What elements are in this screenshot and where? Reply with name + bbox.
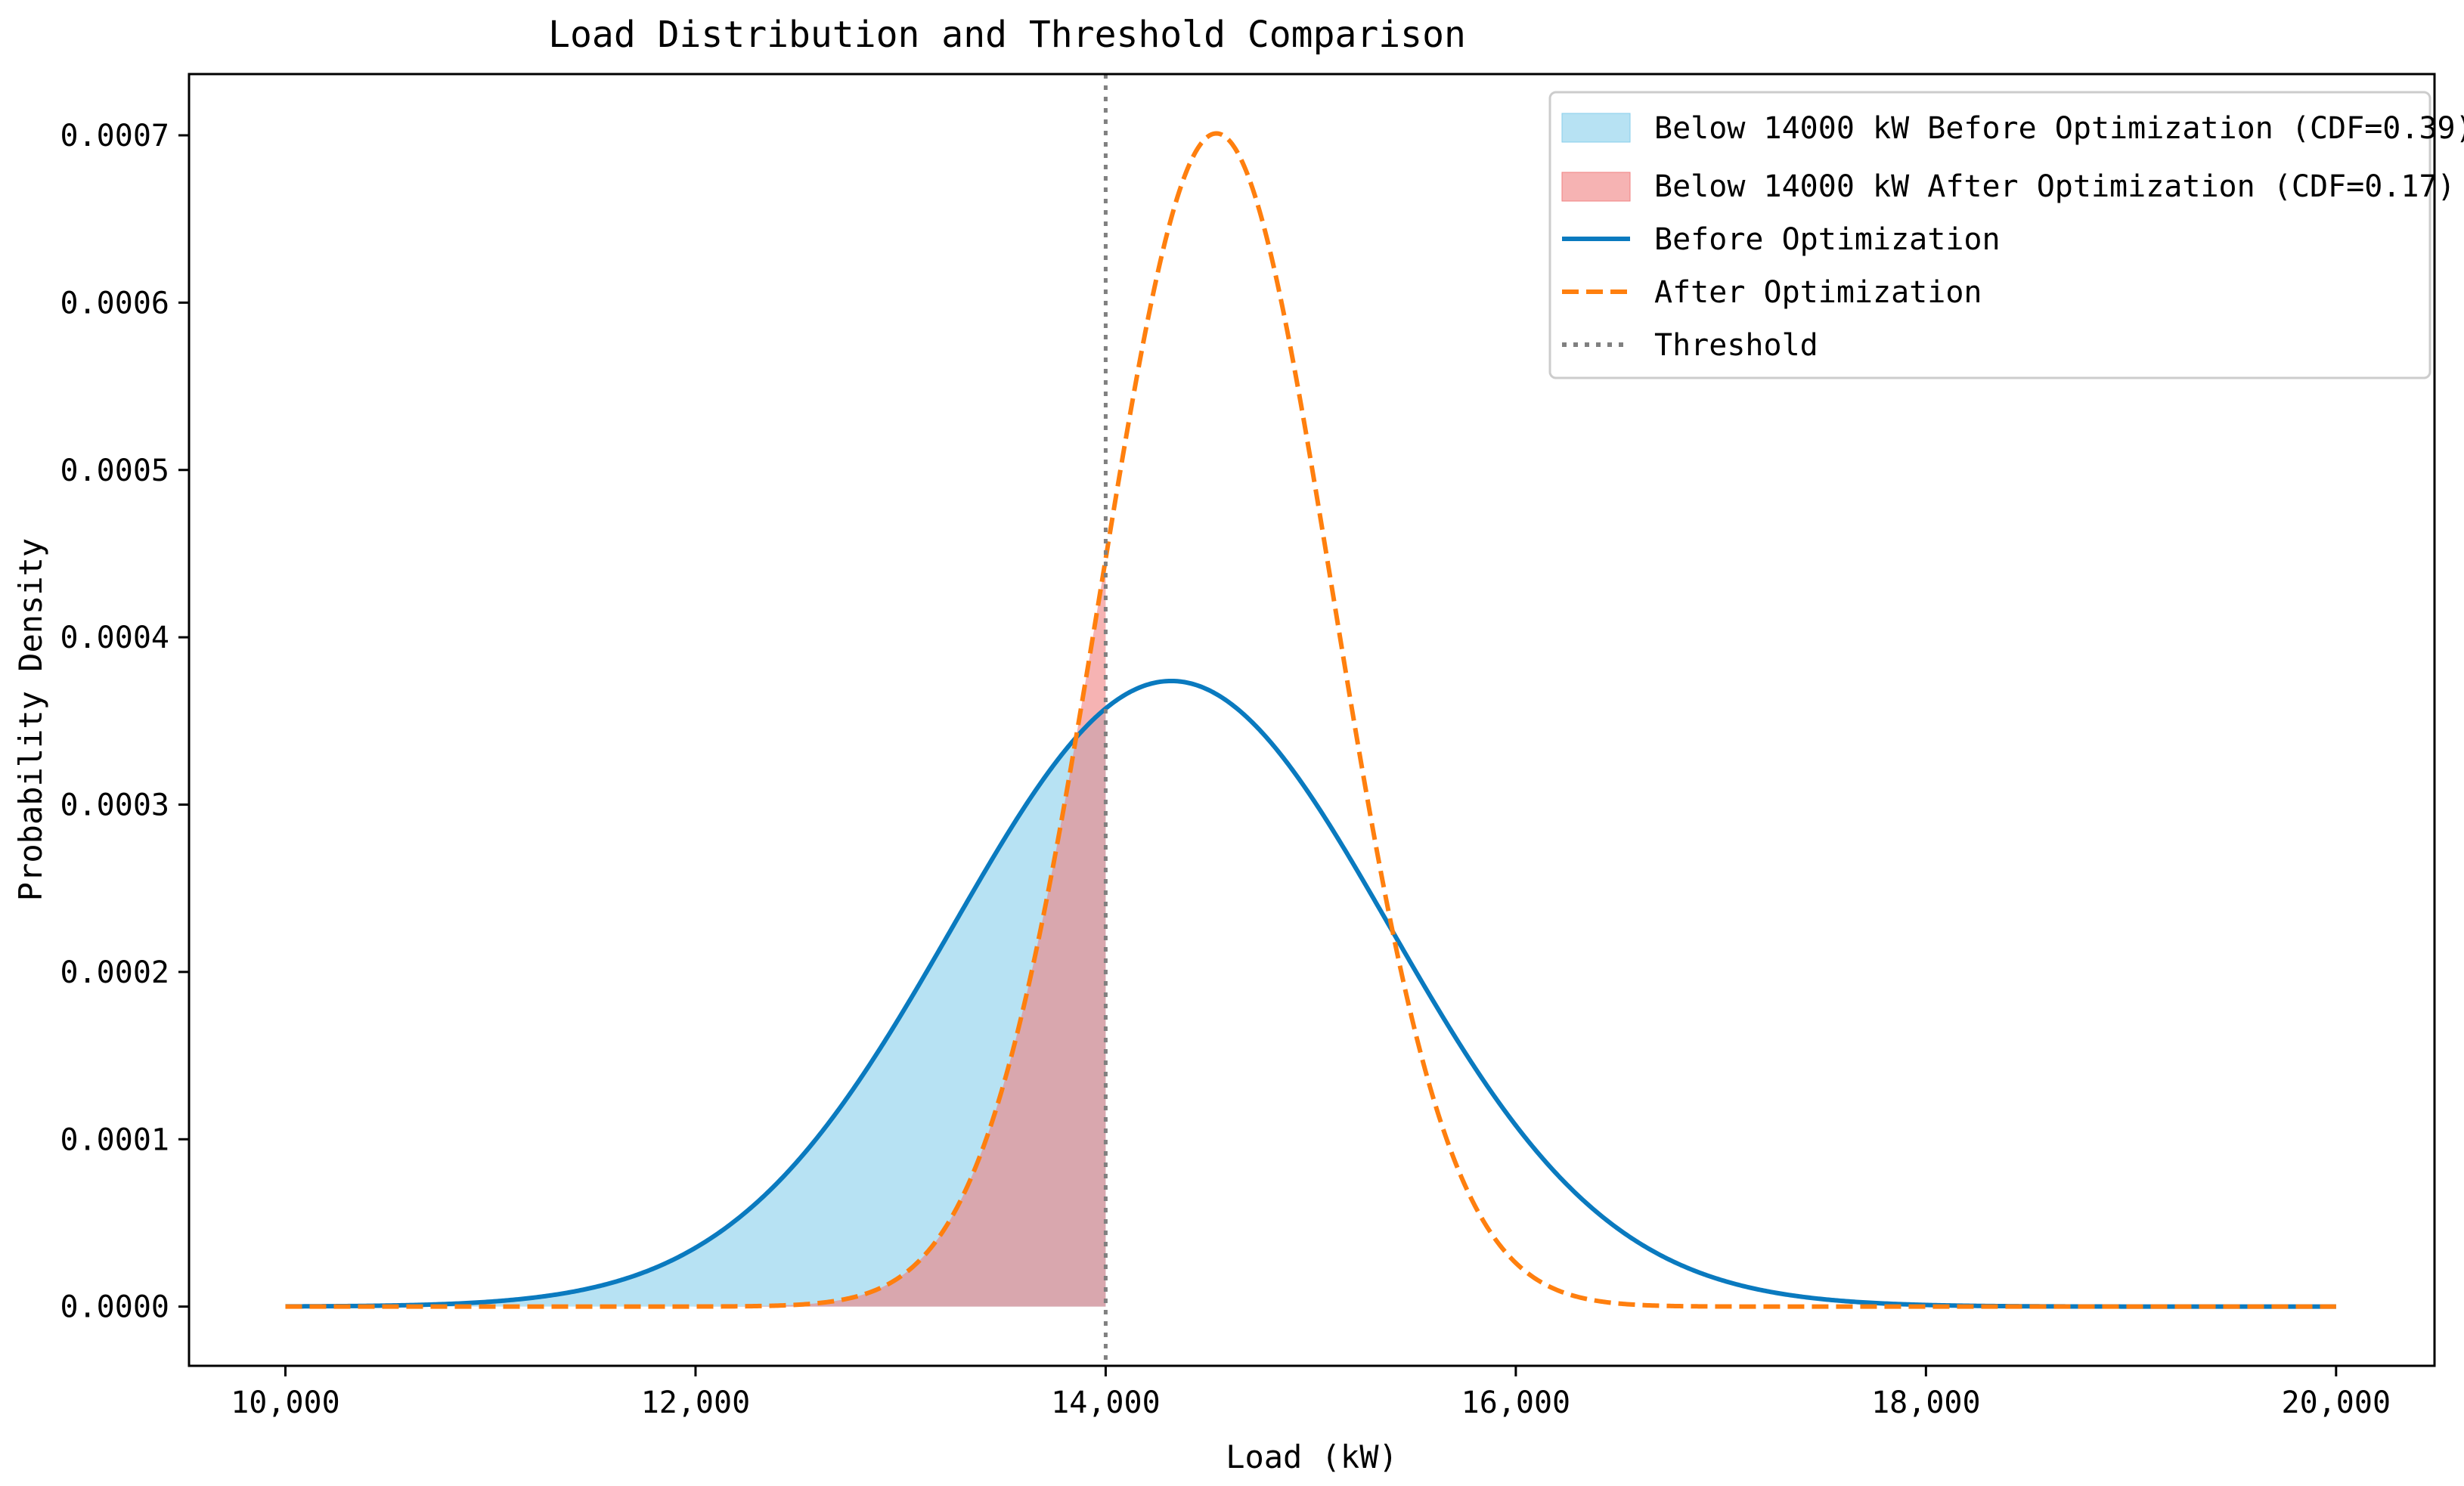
x-tick-label: 14,000 [1051,1385,1161,1420]
y-tick-label: 0.0007 [60,119,170,153]
legend-swatch-fill-before [1561,113,1631,143]
fill-area-1 [285,559,1106,1307]
y-axis-label: Probability Density [12,538,49,901]
x-axis: 10,000 12,000 14,000 16,000 18,000 20,000 [231,1366,2391,1420]
y-tick-label: 0.0006 [60,286,170,320]
x-tick-label: 20,000 [2282,1385,2391,1420]
legend-swatch-fill-after [1561,172,1631,202]
legend-label-fill-after: Below 14000 kW After Optimization (CDF=0… [1654,169,2456,204]
legend-label-threshold: Threshold [1654,328,1818,363]
series-line-0 [285,678,2336,1309]
fills-layer [285,559,1106,1307]
chart-title: Load Distribution and Threshold Comparis… [548,14,1466,56]
y-tick-label: 0.0001 [60,1122,170,1157]
y-tick-label: 0.0005 [60,454,170,488]
fill-area-0 [285,708,1106,1307]
legend-label-after: After Optimization [1654,275,1982,310]
x-tick-label: 18,000 [1871,1385,1981,1420]
legend: Below 14000 kW Before Optimization (CDF=… [1548,91,2464,379]
x-tick-label: 10,000 [231,1385,340,1420]
y-tick-label: 0.0000 [60,1290,170,1325]
plot-area [188,73,2436,1367]
plot-frame [188,73,2436,1367]
x-tick-label: 12,000 [641,1385,751,1420]
y-tick-label: 0.0002 [60,955,170,990]
x-tick-label: 16,000 [1461,1385,1571,1420]
y-axis: 0.0000 0.0001 0.0002 0.0003 0.0004 0.0005 0.00… [60,119,189,1325]
legend-label-fill-before: Below 14000 kW Before Optimization (CDF=… [1654,111,2464,146]
y-tick-label: 0.0003 [60,788,170,823]
x-axis-label: Load (kW) [1226,1438,1398,1475]
series-line-1 [285,131,2336,1309]
lines-layer [285,74,2336,1366]
legend-label-before: Before Optimization [1654,222,2001,257]
y-tick-label: 0.0004 [60,621,170,655]
legend-box [1548,91,2431,379]
